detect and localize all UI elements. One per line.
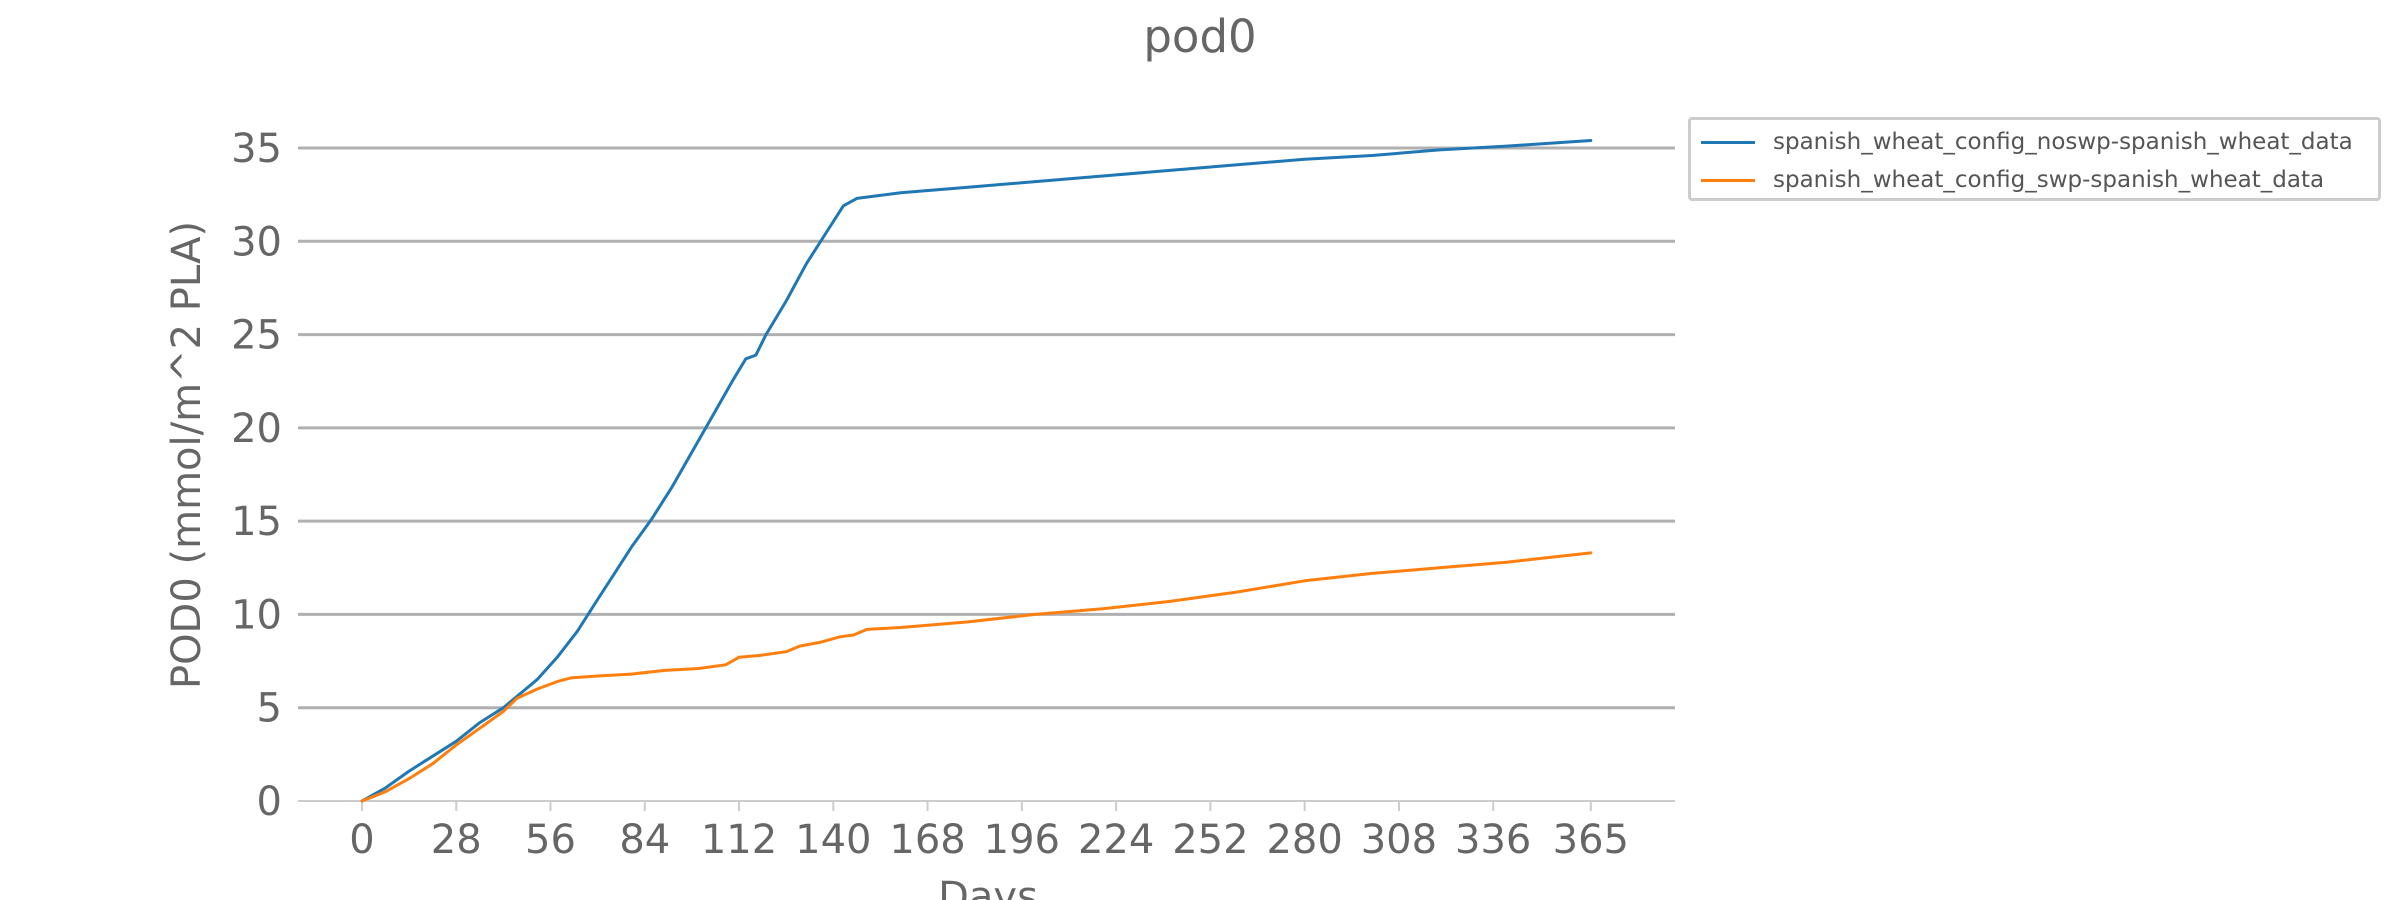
y-tick-label: 10 <box>231 592 282 638</box>
x-tick-label: 365 <box>1553 817 1629 863</box>
chart-title: pod0 <box>1143 10 1256 63</box>
x-tick-label: 308 <box>1361 817 1437 863</box>
series-lines <box>360 139 1593 803</box>
x-tick-label: 224 <box>1078 817 1154 863</box>
x-tick-label: 140 <box>795 817 871 863</box>
x-tick-label: 84 <box>619 817 670 863</box>
x-tick-label: 112 <box>701 817 777 863</box>
legend-item-noswp: spanish_wheat_config_noswp-spanish_wheat… <box>1691 123 2353 161</box>
series-line-swp <box>360 551 1593 803</box>
y-tick-label: 30 <box>231 219 282 265</box>
y-tick-label: 25 <box>231 313 282 359</box>
x-tick-label: 28 <box>431 817 482 863</box>
y-tick-label: 15 <box>231 499 282 545</box>
y-tick-label: 0 <box>257 779 282 825</box>
y-axis: 0 5 10 15 20 25 30 35 <box>231 126 282 825</box>
x-tick-label: 0 <box>349 817 374 863</box>
x-tick-label: 56 <box>525 817 576 863</box>
x-axis-label: Days <box>938 874 1038 900</box>
legend: spanish_wheat_config_noswp-spanish_wheat… <box>1688 117 2381 201</box>
x-tick-label: 280 <box>1266 817 1342 863</box>
x-tick-label: 196 <box>984 817 1060 863</box>
x-tick-label: 168 <box>889 817 965 863</box>
legend-label-swp: spanish_wheat_config_swp-spanish_wheat_d… <box>1773 167 2325 193</box>
y-axis-label: POD0 (mmol/m^2 PLA) <box>164 221 210 689</box>
legend-swatch-noswp <box>1701 140 1755 144</box>
legend-item-swp: spanish_wheat_config_swp-spanish_wheat_d… <box>1691 161 2324 199</box>
series-line-noswp <box>360 139 1593 803</box>
x-axis: 0 28 56 84 112 140 168 196 224 252 280 308 336 365 <box>298 800 1675 863</box>
grid-lines <box>298 146 1675 710</box>
x-tick-label: 252 <box>1172 817 1248 863</box>
y-tick-label: 35 <box>231 126 282 172</box>
y-tick-label: 5 <box>257 686 282 732</box>
x-tick-label: 336 <box>1455 817 1531 863</box>
legend-label-noswp: spanish_wheat_config_noswp-spanish_wheat… <box>1773 129 2353 155</box>
legend-swatch-swp <box>1701 178 1755 182</box>
y-tick-label: 20 <box>231 406 282 452</box>
